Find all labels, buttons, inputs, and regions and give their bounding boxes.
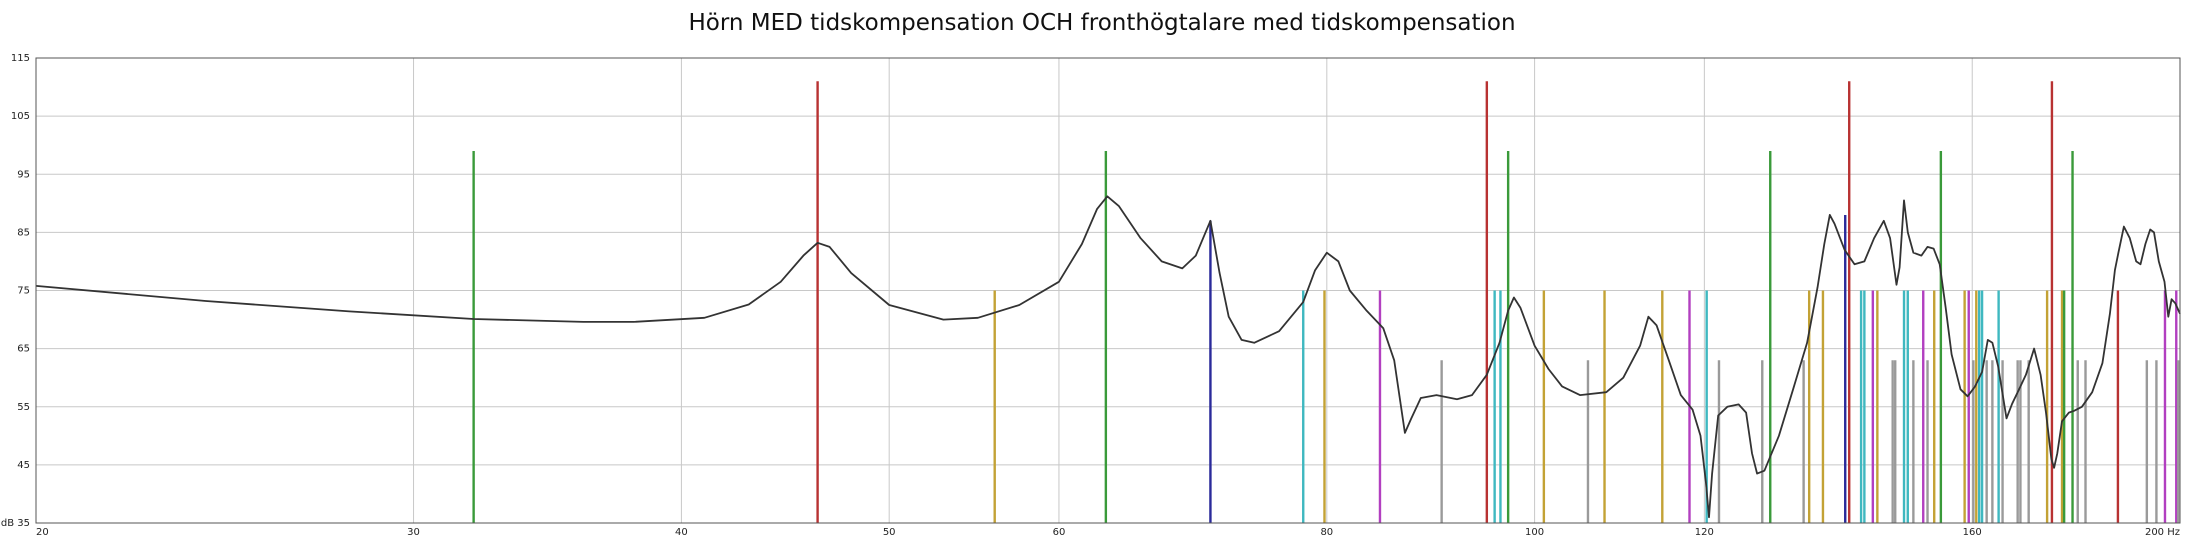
mode-markers bbox=[472, 81, 2180, 523]
x-tick-label: 40 bbox=[675, 527, 688, 538]
x-tick-label: 30 bbox=[407, 527, 420, 538]
y-tick-label: 75 bbox=[17, 286, 30, 297]
x-tick-label: 200 Hz bbox=[2145, 527, 2180, 538]
series-line bbox=[35, 195, 2181, 519]
x-axis-ticks: 20 30 40 50 60 80 100 120 160 200 Hz bbox=[36, 527, 2180, 538]
y-tick-label: 95 bbox=[17, 169, 30, 180]
y-tick-label: 45 bbox=[17, 460, 30, 471]
x-tick-label: 20 bbox=[36, 527, 49, 538]
y-tick-label: 55 bbox=[17, 402, 30, 413]
y-tick-label: 65 bbox=[17, 344, 30, 355]
y-tick-label: dB 35 bbox=[1, 518, 30, 529]
x-tick-label: 60 bbox=[1053, 527, 1066, 538]
y-tick-label: 85 bbox=[17, 227, 30, 238]
chart-title: Hörn MED tidskompensation OCH fronthögta… bbox=[688, 10, 1516, 36]
y-tick-label: 105 bbox=[11, 111, 30, 122]
plot-frame bbox=[35, 57, 2181, 524]
response-curves bbox=[35, 195, 2181, 519]
x-tick-label: 160 bbox=[1963, 527, 1982, 538]
x-tick-label: 120 bbox=[1695, 527, 1714, 538]
x-tick-label: 50 bbox=[883, 527, 896, 538]
x-tick-label: 100 bbox=[1525, 527, 1544, 538]
y-axis-ticks: dB 35 45 55 65 75 85 95 105 115 bbox=[1, 53, 30, 529]
x-tick-label: 80 bbox=[1320, 527, 1333, 538]
y-tick-label: 115 bbox=[11, 53, 30, 64]
